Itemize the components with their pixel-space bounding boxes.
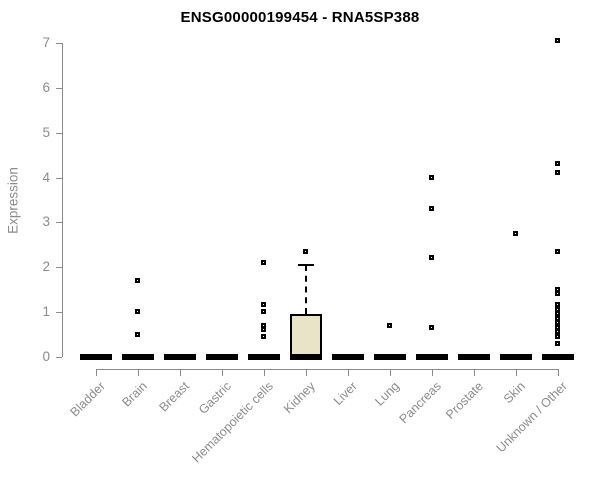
- outlier-point: [555, 38, 560, 43]
- median-bar-lung: [374, 354, 406, 360]
- y-axis-label: Expression: [5, 167, 21, 234]
- outlier-point: [135, 332, 140, 337]
- median-bar-unknown-other: [542, 354, 574, 360]
- outlier-point: [261, 327, 266, 332]
- y-tick: [56, 88, 62, 89]
- x-tick: [348, 369, 349, 376]
- x-tick: [138, 369, 139, 376]
- x-tick: [96, 369, 97, 376]
- median-bar-liver: [332, 354, 364, 360]
- outlier-point: [429, 175, 434, 180]
- whisker-kidney: [305, 265, 307, 315]
- median-bar-breast: [164, 354, 196, 360]
- y-tick-label: 2: [42, 259, 50, 274]
- median-bar-skin: [500, 354, 532, 360]
- outlier-point: [387, 323, 392, 328]
- x-tick: [222, 369, 223, 376]
- outlier-point: [555, 302, 560, 307]
- outlier-point: [555, 341, 560, 346]
- outlier-point: [135, 309, 140, 314]
- outlier-point: [261, 334, 266, 339]
- outlier-point: [555, 170, 560, 175]
- outlier-point: [303, 249, 308, 254]
- outlier-point: [555, 291, 560, 296]
- x-tick: [474, 369, 475, 376]
- y-tick-label: 0: [42, 349, 50, 364]
- y-tick: [56, 312, 62, 313]
- median-bar-kidney: [290, 354, 322, 360]
- median-bar-gastric: [206, 354, 238, 360]
- x-tick: [390, 369, 391, 376]
- y-tick-label: 3: [42, 214, 50, 229]
- outlier-point: [555, 320, 560, 325]
- outlier-point: [555, 161, 560, 166]
- x-tick: [516, 369, 517, 376]
- outlier-point: [429, 255, 434, 260]
- outlier-point: [261, 309, 266, 314]
- outlier-point: [261, 260, 266, 265]
- outlier-point: [555, 249, 560, 254]
- y-tick: [56, 178, 62, 179]
- y-tick-label: 5: [42, 125, 50, 140]
- x-tick: [264, 369, 265, 376]
- median-bar-pancreas: [416, 354, 448, 360]
- y-tick: [56, 133, 62, 134]
- chart-title: ENSG00000199454 - RNA5SP388: [180, 9, 420, 26]
- median-bar-hematopoietic-cells: [248, 354, 280, 360]
- outlier-point: [513, 231, 518, 236]
- outlier-point: [555, 329, 560, 334]
- y-tick: [56, 267, 62, 268]
- y-tick-label: 1: [42, 304, 50, 319]
- y-tick: [56, 357, 62, 358]
- x-tick: [306, 369, 307, 376]
- outlier-point: [429, 206, 434, 211]
- whisker-cap-kidney: [298, 264, 314, 267]
- x-tick: [558, 369, 559, 376]
- x-tick: [432, 369, 433, 376]
- x-axis-line: [96, 369, 559, 370]
- y-tick-label: 7: [42, 35, 50, 50]
- y-tick-label: 4: [42, 170, 50, 185]
- x-tick: [180, 369, 181, 376]
- median-bar-prostate: [458, 354, 490, 360]
- y-tick: [56, 43, 62, 44]
- y-tick: [56, 222, 62, 223]
- median-bar-brain: [122, 354, 154, 360]
- outlier-point: [555, 311, 560, 316]
- outlier-point: [429, 325, 434, 330]
- median-bar-bladder: [80, 354, 112, 360]
- y-axis-line: [62, 43, 63, 357]
- y-tick-label: 6: [42, 80, 50, 95]
- outlier-point: [555, 334, 560, 339]
- outlier-point: [261, 302, 266, 307]
- outlier-point: [135, 278, 140, 283]
